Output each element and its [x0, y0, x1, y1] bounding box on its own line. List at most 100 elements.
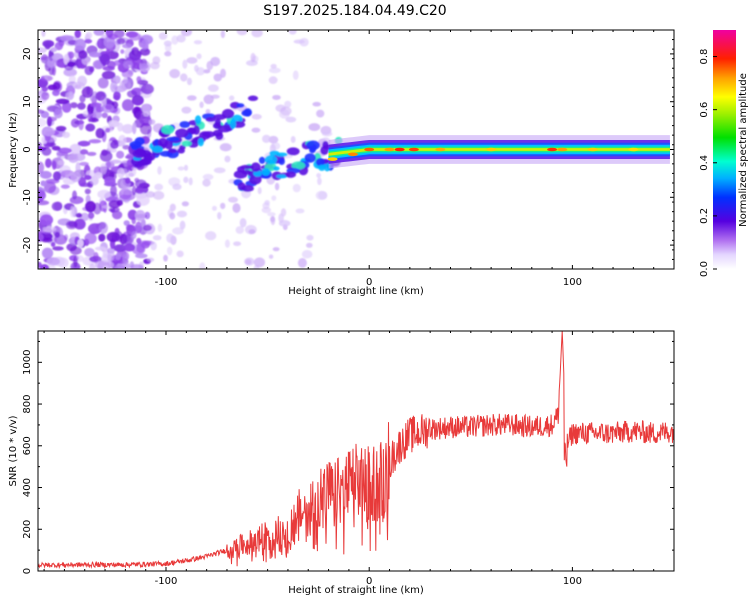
spectrogram-ytick-label: -10 — [22, 189, 33, 205]
noise-blob — [110, 81, 118, 93]
noise-blob — [86, 151, 97, 156]
colorbar-tick-label: 0.4 — [699, 155, 710, 171]
faint-blob — [157, 223, 163, 233]
faint-blob — [261, 206, 272, 214]
noise-blob — [102, 265, 110, 269]
noise-blob — [136, 76, 142, 83]
noise-blob — [67, 39, 78, 45]
noise-blob — [77, 102, 86, 110]
noise-blob — [80, 212, 90, 222]
faint-blob — [163, 254, 168, 262]
noise-blob — [134, 187, 145, 194]
noise-blob — [41, 91, 50, 101]
noise-blob — [90, 102, 102, 108]
faint-blob — [257, 187, 262, 195]
faint-blob — [268, 67, 281, 74]
colorbar-tick-label: 0.6 — [699, 102, 710, 118]
noise-blob — [84, 247, 95, 257]
signal-blob — [258, 156, 266, 164]
faint-blob — [290, 136, 296, 144]
faint-blob — [285, 116, 297, 123]
noise-blob — [42, 226, 57, 233]
noise-blob — [78, 119, 84, 131]
noise-blob — [75, 212, 83, 218]
faint-blob — [220, 30, 226, 39]
noise-blob — [107, 254, 113, 262]
noise-blob — [45, 158, 52, 168]
noise-blob — [85, 200, 96, 213]
ridge-hotspot — [587, 147, 598, 152]
signal-blob — [291, 161, 306, 170]
noise-blob — [140, 83, 154, 95]
snr-series-line — [38, 331, 674, 570]
noise-blob — [59, 35, 74, 41]
noise-blob — [84, 232, 97, 245]
noise-blob — [93, 252, 99, 262]
noise-blob — [132, 122, 137, 135]
noise-blob — [118, 134, 127, 147]
faint-blob — [251, 113, 262, 120]
faint-blob — [321, 131, 333, 137]
ridge-hotspot — [628, 147, 639, 152]
noise-blob — [117, 167, 125, 179]
noise-blob — [122, 234, 134, 245]
noise-blob — [94, 246, 107, 251]
noise-blob — [60, 184, 70, 189]
faint-blob — [284, 100, 292, 108]
noise-blob — [55, 125, 67, 132]
noise-blob — [139, 48, 151, 56]
faint-blob — [176, 210, 188, 218]
ridge-hotspot — [347, 152, 358, 157]
noise-blob — [38, 47, 47, 54]
faint-blob — [236, 30, 248, 36]
noise-blob — [58, 147, 72, 154]
ridge-hotspot — [557, 147, 568, 152]
colorbar-tick-label: 0.0 — [699, 261, 710, 277]
noise-blob — [121, 79, 133, 84]
noise-blob — [94, 261, 103, 269]
snr-xtick-label: 0 — [366, 576, 372, 587]
faint-blob — [297, 258, 307, 268]
signal-blob — [197, 137, 204, 147]
noise-blob — [43, 181, 57, 194]
faint-blob — [272, 94, 281, 100]
noise-blob — [89, 263, 96, 269]
faint-blob — [180, 73, 188, 82]
noise-blob — [99, 150, 113, 162]
signal-blob — [249, 174, 262, 185]
faint-blob — [164, 43, 172, 52]
faint-blob — [224, 155, 231, 163]
noise-blob — [42, 127, 56, 137]
signal-blob — [179, 145, 186, 150]
noise-blob — [99, 53, 111, 66]
noise-blob — [131, 216, 136, 225]
noise-blob — [95, 127, 105, 139]
spectrogram-xtick-label: -100 — [155, 277, 178, 288]
signal-blob — [264, 155, 278, 165]
figure-title: S197.2025.184.04.49.C20 — [263, 3, 446, 19]
faint-blob — [205, 108, 211, 115]
signal-blob — [166, 136, 180, 142]
noise-blob — [62, 131, 71, 139]
noise-blob — [38, 232, 44, 242]
noise-blob — [113, 59, 123, 66]
noise-blob — [65, 220, 78, 230]
signal-blob — [175, 128, 189, 138]
signal-blob — [273, 166, 280, 171]
noise-blob — [84, 39, 93, 44]
noise-blob — [144, 211, 151, 220]
noise-blob — [52, 171, 62, 181]
spectrogram-xtick-label: 100 — [563, 277, 582, 288]
noise-blob — [116, 37, 126, 45]
noise-blob — [50, 47, 58, 53]
faint-blob — [224, 239, 230, 248]
signal-blob — [194, 115, 202, 125]
faint-blob — [152, 190, 165, 200]
ridge-hotspot — [394, 147, 405, 152]
noise-blob — [79, 161, 89, 166]
faint-blob — [176, 34, 186, 43]
noise-blob — [105, 30, 114, 38]
noise-blob — [104, 176, 116, 186]
noise-blob — [113, 244, 127, 252]
